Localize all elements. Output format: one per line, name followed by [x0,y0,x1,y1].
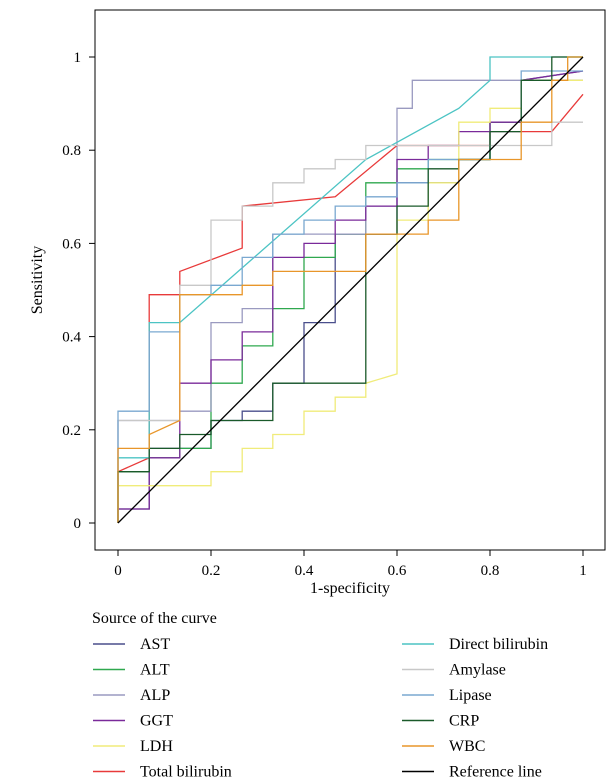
series-line-lipase [117,70,583,523]
legend-label-ast: AST [140,636,170,653]
x-axis-title: 1-specificity [310,580,390,597]
legend-label-ldh: LDH [140,738,173,755]
series-line-alp [117,79,583,523]
legend-label-direct-bilirubin: Direct bilirubin [449,636,548,653]
legend-label-total-bilirubin: Total bilirubin [140,764,232,781]
x-tick-label: 0.2 [202,563,221,579]
legend-label-alt: ALT [140,662,170,679]
legend-label-ggt: GGT [140,713,173,730]
legend-label-reference-line: Reference line [449,764,542,781]
series-line-total-bilirubin [117,93,584,473]
legend-label-amylase: Amylase [449,662,506,679]
legend-label-wbc: WBC [449,738,485,755]
series-line-ast [117,70,584,523]
legend-label-lipase: Lipase [449,687,492,704]
legend-title: Source of the curve [92,610,217,627]
y-tick-label: 0.4 [62,330,81,346]
legend: AST ALT ALP GGT LDH Total bilirubin Direct bil… [93,636,548,781]
x-tick-label: 0.6 [388,563,407,579]
x-tick-label: 0 [114,563,122,579]
y-axis-title: Sensitivity [29,246,46,314]
series-line-wbc [117,56,583,523]
series-layer [117,56,584,524]
series-line-alt [117,79,583,523]
y-tick-label: 0.6 [62,236,81,252]
x-tick-label: 0.4 [295,563,314,579]
legend-label-alp: ALP [140,687,170,704]
y-tick-label: 0.8 [62,143,81,159]
y-tick-label: 0.2 [62,423,81,439]
plot-frame [94,9,606,551]
x-tick-label: 0.8 [481,563,500,579]
y-tick-label: 0 [74,516,82,532]
legend-label-crp: CRP [449,713,479,730]
series-line-ggt [117,70,584,523]
y-tick-label: 1 [74,50,82,66]
series-line-reference-line [117,56,584,524]
series-line-ldh [117,79,583,523]
x-tick-label: 1 [579,563,587,579]
series-line-amylase [117,121,583,523]
